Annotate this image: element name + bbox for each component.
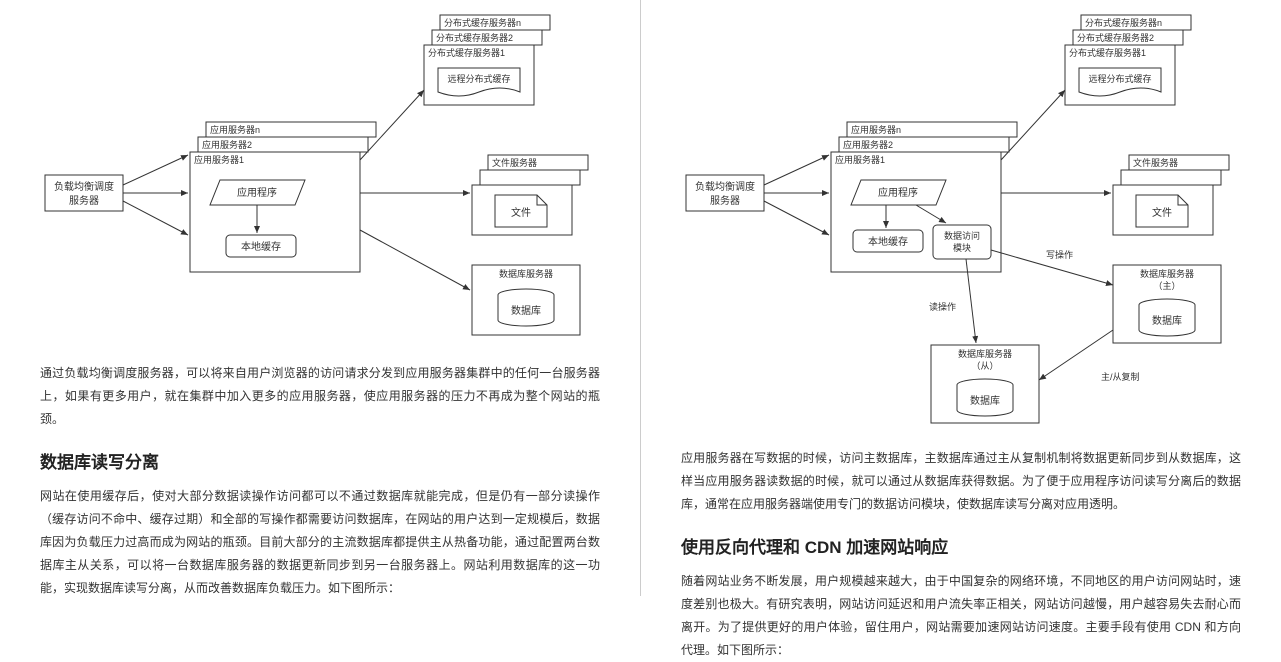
replication-label: 主/从复制 [1101, 371, 1140, 382]
app-server-1-label: 应用服务器1 [835, 154, 885, 165]
db-server-label: 数据库服务器 [499, 268, 553, 279]
db-master-l2: （主） [1153, 280, 1180, 291]
lb-server-label-2: 服务器 [710, 194, 740, 207]
left-para-1: 通过负载均衡调度服务器，可以将来自用户浏览器的访问请求分发到应用服务器集群中的任… [40, 362, 600, 430]
app-server-2-label: 应用服务器2 [202, 139, 252, 150]
left-diagram: 负载均衡调度 服务器 应用服务器n 应用服务器2 应用服务器1 应用程序 本地缓… [40, 10, 600, 345]
db-master-db-label: 数据库 [1152, 314, 1182, 327]
remote-cache-label: 远程分布式缓存 [1088, 73, 1151, 84]
right-para-2: 随着网站业务不断发展，用户规模越来越大，由于中国复杂的网络环境，不同地区的用户访… [681, 570, 1241, 661]
arrow-lb-app3 [123, 201, 188, 235]
read-label: 读操作 [929, 301, 956, 312]
local-cache-label: 本地缓存 [868, 235, 908, 248]
file-server-2 [480, 170, 580, 185]
right-heading: 使用反向代理和 CDN 加速网站响应 [681, 533, 1241, 558]
app-program-label: 应用程序 [878, 186, 918, 199]
left-para-2: 网站在使用缓存后，使对大部分数据读操作访问都可以不通过数据库就能完成，但是仍有一… [40, 485, 600, 599]
data-access-l2: 模块 [953, 242, 971, 253]
app-program-label: 应用程序 [237, 186, 277, 199]
db-slave-l2: （从） [971, 361, 998, 371]
left-page: 负载均衡调度 服务器 应用服务器n 应用服务器2 应用服务器1 应用程序 本地缓… [0, 0, 640, 596]
db-label: 数据库 [511, 304, 541, 317]
file-server-label: 文件服务器 [1133, 157, 1178, 168]
right-diagram: 负载均衡调度 服务器 应用服务器n 应用服务器2 应用服务器1 应用程序 本地缓… [681, 10, 1241, 430]
cache-server-2-label: 分布式缓存服务器2 [1077, 32, 1154, 43]
cache-server-n-label: 分布式缓存服务器n [1085, 17, 1162, 28]
arrow-lb-app1 [123, 155, 188, 185]
file-label: 文件 [511, 206, 531, 219]
app-server-1-label: 应用服务器1 [194, 154, 244, 165]
arrow-lb-app1 [764, 155, 829, 185]
remote-cache-label: 远程分布式缓存 [447, 73, 510, 84]
lb-server-label-2: 服务器 [69, 194, 99, 207]
db-slave-db-label: 数据库 [970, 394, 1000, 407]
app-server-n-label: 应用服务器n [851, 124, 901, 135]
file-server-label: 文件服务器 [492, 157, 537, 168]
db-slave-l1: 数据库服务器 [958, 348, 1012, 359]
file-server-2 [1121, 170, 1221, 185]
arrow-lb-app3 [764, 201, 829, 235]
cache-server-1-label: 分布式缓存服务器1 [428, 47, 505, 58]
lb-server-label-1: 负载均衡调度 [54, 180, 114, 193]
app-server-2-label: 应用服务器2 [843, 139, 893, 150]
right-page: 负载均衡调度 服务器 应用服务器n 应用服务器2 应用服务器1 应用程序 本地缓… [640, 0, 1281, 596]
data-access-l1: 数据访问 [944, 230, 980, 241]
cache-server-n-label: 分布式缓存服务器n [444, 17, 521, 28]
file-label: 文件 [1152, 206, 1172, 219]
cache-server-2-label: 分布式缓存服务器2 [436, 32, 513, 43]
arrow-app-db [360, 230, 470, 290]
app-server-n-label: 应用服务器n [210, 124, 260, 135]
write-label: 写操作 [1046, 249, 1073, 260]
left-heading: 数据库读写分离 [40, 448, 600, 473]
local-cache-label: 本地缓存 [241, 240, 281, 253]
lb-server-label-1: 负载均衡调度 [695, 180, 755, 193]
cache-server-1-label: 分布式缓存服务器1 [1069, 47, 1146, 58]
right-para-1: 应用服务器在写数据的时候，访问主数据库，主数据库通过主从复制机制将数据更新同步到… [681, 447, 1241, 515]
db-master-l1: 数据库服务器 [1140, 268, 1194, 279]
